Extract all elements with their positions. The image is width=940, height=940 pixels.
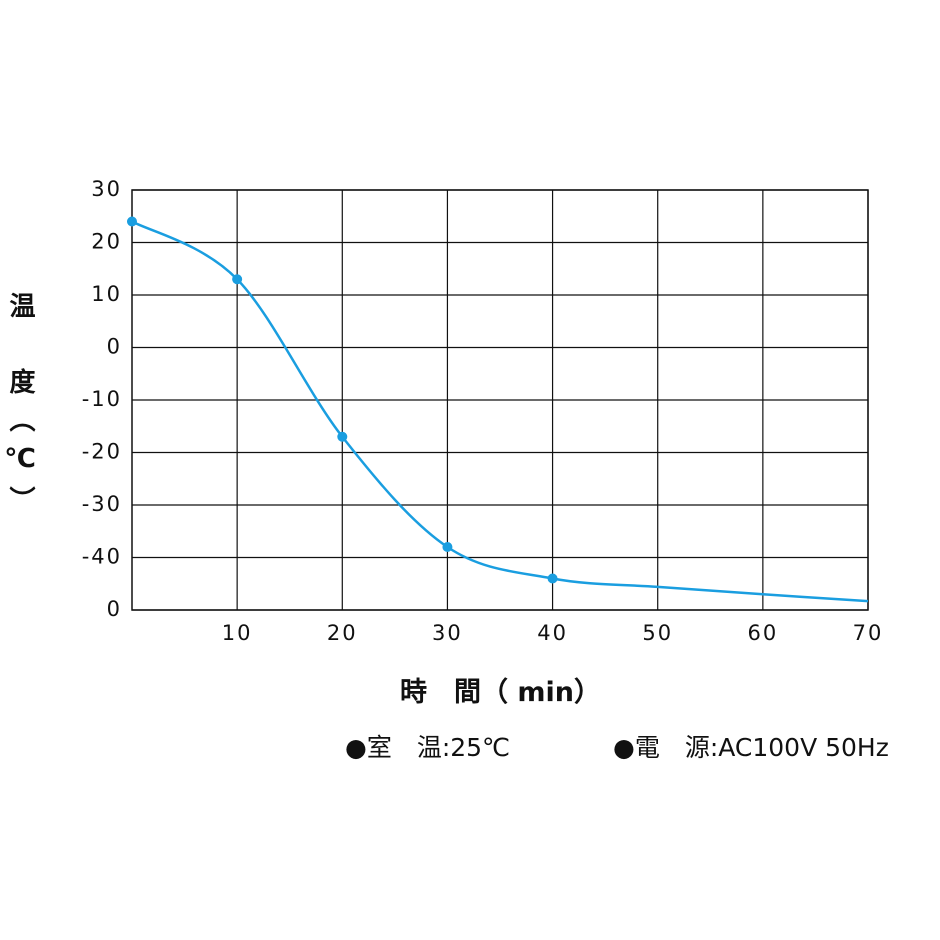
x-tick-label: 40: [537, 621, 568, 645]
point: [127, 216, 137, 227]
y-tick-label: -10: [82, 387, 122, 411]
note: ●室 温:25℃: [345, 733, 511, 762]
note: ●電 源:AC100V 50Hz: [613, 733, 889, 762]
y-tick-label: 10: [91, 282, 122, 306]
point: [442, 542, 453, 552]
point: [547, 573, 558, 584]
y-axis-label: 温 度（℃）: [5, 292, 35, 524]
y-tick-label: 0: [107, 597, 122, 621]
y-tick-label: 20: [91, 230, 122, 254]
y-tick-label: -20: [82, 440, 122, 464]
y-tick-label: -30: [82, 492, 122, 516]
x-tick-label: 30: [432, 621, 463, 645]
point: [337, 431, 348, 442]
x-tick-label: 50: [642, 621, 673, 645]
y-tick-label: 0: [107, 335, 122, 359]
y-tick-label: -40: [82, 545, 122, 569]
line: [131, 220, 869, 603]
y-tick-label: 30: [91, 177, 122, 201]
x-tick-label: 20: [327, 621, 358, 645]
point: [232, 274, 243, 285]
x-tick-label: 60: [747, 621, 778, 645]
x-axis-label: 時 間（ min）: [400, 677, 602, 708]
x-tick-label: 10: [222, 621, 253, 645]
x-tick-label: 70: [853, 621, 884, 645]
